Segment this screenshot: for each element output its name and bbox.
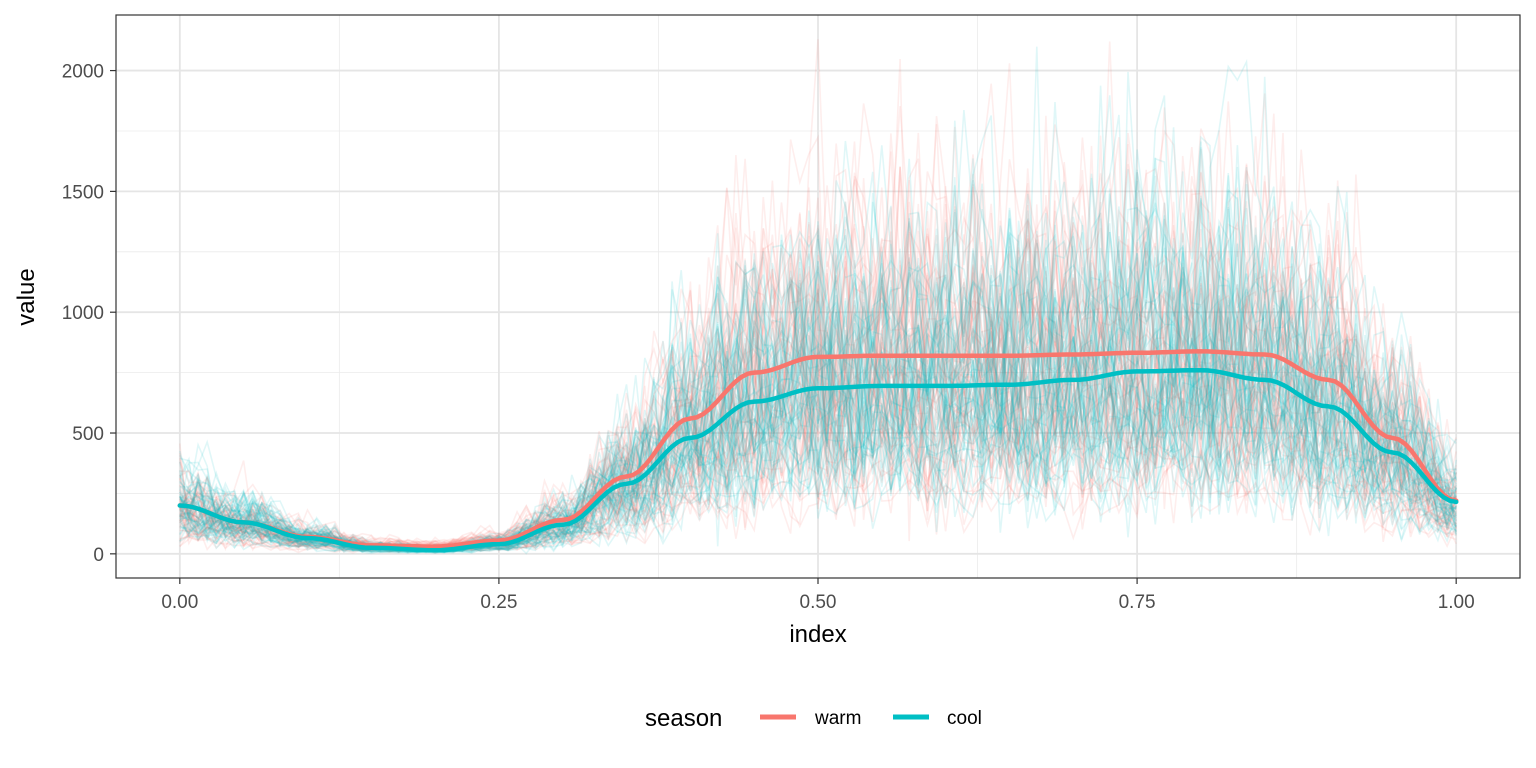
trace-warm <box>179 166 1457 550</box>
x-tick-label: 0.75 <box>1119 592 1156 613</box>
x-tick-label: 0.25 <box>480 592 517 613</box>
trace-warm <box>179 63 1457 551</box>
trace-cool <box>179 323 1457 554</box>
trace-warm <box>179 172 1457 549</box>
trace-warm <box>179 436 1457 554</box>
trace-cool <box>179 350 1457 553</box>
y-tick-label: 2000 <box>62 62 104 83</box>
trace-warm <box>179 397 1457 554</box>
y-tick-label: 1000 <box>62 303 104 324</box>
x-tick-label: 0.50 <box>800 592 837 613</box>
legend: season warm cool <box>645 705 982 732</box>
trace-cool <box>179 410 1457 555</box>
x-tick-label: 0.00 <box>161 592 198 613</box>
y-tick-label: 1500 <box>62 182 104 203</box>
trace-cool <box>179 305 1457 553</box>
x-tick-label: 1.00 <box>1438 592 1475 613</box>
legend-label-cool: cool <box>947 708 982 729</box>
axis-ticks: 0.00 0.25 0.50 0.75 1.00 0 500 1000 1500 2000 <box>62 62 1475 613</box>
legend-title: season <box>645 705 722 732</box>
trace-cool <box>179 430 1457 555</box>
x-axis-title: index <box>789 621 846 648</box>
trace-cool <box>179 395 1457 553</box>
trace-warm <box>179 365 1457 553</box>
series-line-cool <box>177 367 1459 553</box>
trace-cool <box>179 376 1457 554</box>
trace-warm <box>179 162 1457 552</box>
trace-warm <box>179 187 1457 551</box>
series-lines <box>177 349 1459 553</box>
trace-warm <box>179 136 1457 548</box>
trace-cool <box>179 302 1457 553</box>
y-axis-title: value <box>13 268 40 325</box>
trace-warm <box>179 141 1457 549</box>
y-tick-label: 0 <box>93 545 104 566</box>
grid <box>116 15 1520 578</box>
trace-cool <box>179 334 1457 553</box>
legend-label-warm: warm <box>814 708 861 729</box>
trace-warm <box>179 106 1457 550</box>
y-tick-label: 500 <box>72 424 104 445</box>
trace-warm <box>179 163 1457 551</box>
trace-warm <box>179 101 1457 550</box>
series-line-warm <box>177 349 1459 549</box>
trace-warm <box>179 357 1457 553</box>
